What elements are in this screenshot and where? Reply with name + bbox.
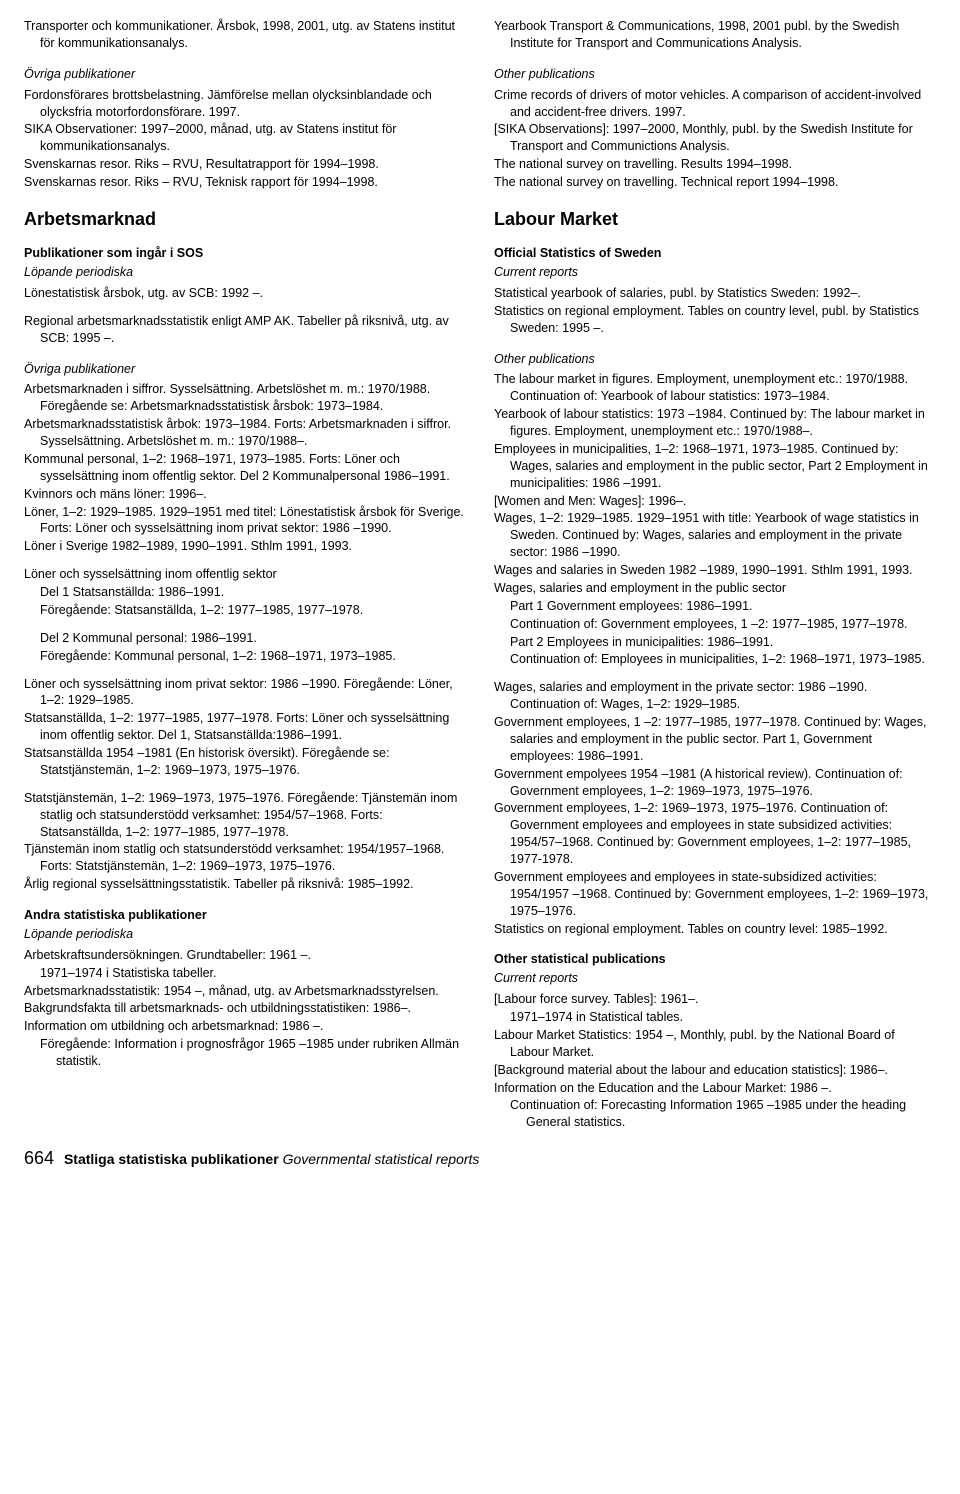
entry: Crime records of drivers of motor vehicl… [494, 87, 936, 121]
section-heading: Andra statistiska publikationer [24, 907, 466, 924]
main-heading: Arbetsmarknad [24, 207, 466, 231]
section-heading: Övriga publikationer [24, 66, 466, 83]
sub-entry: Continuation of: Government employees, 1… [494, 616, 936, 633]
sub-entry: Part 1 Government employees: 1986–1991. [494, 598, 936, 615]
section-subheading: Löpande periodiska [24, 264, 466, 281]
sub-entry: Part 2 Employees in municipalities: 1986… [494, 634, 936, 651]
entry: The national survey on travelling. Techn… [494, 174, 936, 191]
entry: Regional arbetsmarknadsstatistik enligt … [24, 313, 466, 347]
section-heading: Other statistical publications [494, 951, 936, 968]
section-heading: Övriga publikationer [24, 361, 466, 378]
footer-title-en: Governmental statistical reports [283, 1151, 480, 1167]
sub-entry: Föregående: Statsanställda, 1–2: 1977–19… [24, 602, 466, 619]
entry: [SIKA Observations]: 1997–2000, Monthly,… [494, 121, 936, 155]
entry: [Labour force survey. Tables]: 1961–. [494, 991, 936, 1008]
entry: Government employees, 1 –2: 1977–1985, 1… [494, 714, 936, 765]
entry: Statistical yearbook of salaries, publ. … [494, 285, 936, 302]
sub-entry: Föregående: Kommunal personal, 1–2: 1968… [24, 648, 466, 665]
entry: The labour market in figures. Employment… [494, 371, 936, 405]
entry: [Background material about the labour an… [494, 1062, 936, 1079]
entry: Statsanställda, 1–2: 1977–1985, 1977–197… [24, 710, 466, 744]
entry: Arbetskraftsundersökningen. Grundtabelle… [24, 947, 466, 964]
left-column: Transporter och kommunikationer. Årsbok,… [24, 18, 466, 1132]
entry: Labour Market Statistics: 1954 –, Monthl… [494, 1027, 936, 1061]
entry: Government employees and employees in st… [494, 869, 936, 920]
entry: Löner och sysselsättning inom privat sek… [24, 676, 466, 710]
entry: Wages, 1–2: 1929–1985. 1929–1951 with ti… [494, 510, 936, 561]
section-subheading: Löpande periodiska [24, 926, 466, 943]
page-footer: 664 Statliga statistiska publikationer G… [24, 1146, 936, 1170]
entry: Löner och sysselsättning inom offentlig … [24, 566, 466, 583]
entry: Löner i Sverige 1982–1989, 1990–1991. St… [24, 538, 466, 555]
entry: Wages, salaries and employment in the pu… [494, 580, 936, 597]
entry: Yearbook of labour statistics: 1973 –198… [494, 406, 936, 440]
entry: Statstjänstemän, 1–2: 1969–1973, 1975–19… [24, 790, 466, 841]
entry: Government employees, 1–2: 1969–1973, 19… [494, 800, 936, 868]
entry: Kommunal personal, 1–2: 1968–1971, 1973–… [24, 451, 466, 485]
main-heading: Labour Market [494, 207, 936, 231]
entry: Fordonsförares brottsbelastning. Jämföre… [24, 87, 466, 121]
entry: Yearbook Transport & Communications, 199… [494, 18, 936, 52]
entry: Information om utbildning och arbetsmark… [24, 1018, 466, 1035]
page-number: 664 [24, 1148, 54, 1168]
entry: Svenskarnas resor. Riks – RVU, Teknisk r… [24, 174, 466, 191]
sub-entry: Continuation of: Forecasting Information… [494, 1097, 936, 1131]
section-subheading: Current reports [494, 264, 936, 281]
entry: Arbetsmarknadsstatistisk årbok: 1973–198… [24, 416, 466, 450]
entry: Tjänstemän inom statlig och statsunderst… [24, 841, 466, 875]
two-column-layout: Transporter och kommunikationer. Årsbok,… [24, 18, 936, 1132]
entry: Svenskarnas resor. Riks – RVU, Resultatr… [24, 156, 466, 173]
entry: Statsanställda 1954 –1981 (En historisk … [24, 745, 466, 779]
entry: Information on the Education and the Lab… [494, 1080, 936, 1097]
section-heading: Other publications [494, 351, 936, 368]
section-heading: Other publications [494, 66, 936, 83]
entry: Lönestatistisk årsbok, utg. av SCB: 1992… [24, 285, 466, 302]
sub-entry: Del 2 Kommunal personal: 1986–1991. [24, 630, 466, 647]
entry: Statistics on regional employment. Table… [494, 921, 936, 938]
sub-entry: Continuation of: Employees in municipali… [494, 651, 936, 668]
right-column: Yearbook Transport & Communications, 199… [494, 18, 936, 1132]
entry: Bakgrundsfakta till arbetsmarknads- och … [24, 1000, 466, 1017]
entry: Arbetsmarknadsstatistik: 1954 –, månad, … [24, 983, 466, 1000]
entry: [Women and Men: Wages]: 1996–. [494, 493, 936, 510]
section-heading: Publikationer som ingår i SOS [24, 245, 466, 262]
entry: Wages and salaries in Sweden 1982 –1989,… [494, 562, 936, 579]
entry: The national survey on travelling. Resul… [494, 156, 936, 173]
section-subheading: Current reports [494, 970, 936, 987]
sub-entry: Del 1 Statsanställda: 1986–1991. [24, 584, 466, 601]
entry: Government empolyees 1954 –1981 (A histo… [494, 766, 936, 800]
entry: Arbetsmarknaden i siffror. Sysselsättnin… [24, 381, 466, 415]
entry: SIKA Observationer: 1997–2000, månad, ut… [24, 121, 466, 155]
entry: Kvinnors och mäns löner: 1996–. [24, 486, 466, 503]
sub-entry: 1971–1974 i Statistiska tabeller. [24, 965, 466, 982]
sub-entry: Föregående: Information i prognosfrågor … [24, 1036, 466, 1070]
entry: Wages, salaries and employment in the pr… [494, 679, 936, 713]
entry: Löner, 1–2: 1929–1985. 1929–1951 med tit… [24, 504, 466, 538]
footer-title-sv: Statliga statistiska publikationer [64, 1151, 279, 1167]
entry: Employees in municipalities, 1–2: 1968–1… [494, 441, 936, 492]
entry: Transporter och kommunikationer. Årsbok,… [24, 18, 466, 52]
section-heading: Official Statistics of Sweden [494, 245, 936, 262]
entry: Statistics on regional employment. Table… [494, 303, 936, 337]
sub-entry: 1971–1974 in Statistical tables. [494, 1009, 936, 1026]
entry: Årlig regional sysselsättningsstatistik.… [24, 876, 466, 893]
